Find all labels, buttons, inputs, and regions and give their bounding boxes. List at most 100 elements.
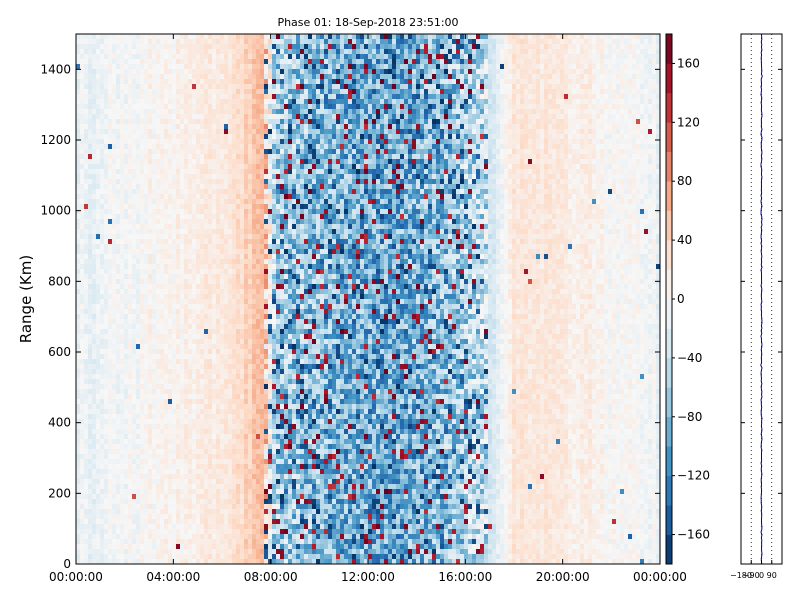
heatmap-cell xyxy=(124,334,129,340)
heatmap-cell xyxy=(224,174,229,180)
heatmap-cell xyxy=(228,389,233,395)
heatmap-cell xyxy=(200,244,205,250)
heatmap-cell xyxy=(148,124,153,130)
heatmap-cell xyxy=(156,119,161,125)
heatmap-cell xyxy=(260,314,265,320)
heatmap-cell xyxy=(108,164,113,170)
heatmap-cell xyxy=(232,284,237,290)
heatmap-cell xyxy=(212,429,217,435)
heatmap-cell xyxy=(224,519,229,525)
heatmap-cell xyxy=(112,544,117,550)
heatmap-cell xyxy=(172,504,177,510)
heatmap-cell xyxy=(200,319,205,325)
heatmap-cell xyxy=(172,69,177,75)
heatmap-cell xyxy=(168,114,173,120)
heatmap-cell xyxy=(196,434,201,440)
heatmap-cell xyxy=(192,39,197,45)
heatmap-cell xyxy=(204,319,209,325)
heatmap-cell xyxy=(84,244,89,250)
heatmap-cell xyxy=(244,304,249,310)
heatmap-cell xyxy=(140,194,145,200)
heatmap-cell xyxy=(232,459,237,465)
heatmap-cell xyxy=(264,84,269,90)
heatmap-cell xyxy=(248,209,253,215)
heatmap-cell xyxy=(256,189,261,195)
heatmap-cell xyxy=(80,329,85,335)
heatmap-cell xyxy=(236,169,241,175)
heatmap-cell xyxy=(120,174,125,180)
heatmap-cell xyxy=(140,394,145,400)
heatmap-cell xyxy=(244,409,249,415)
heatmap-cell xyxy=(140,144,145,150)
heatmap-cell xyxy=(168,159,173,165)
heatmap-cell xyxy=(124,469,129,475)
heatmap-cell xyxy=(120,44,125,50)
heatmap-cell xyxy=(128,514,133,520)
heatmap-cell xyxy=(232,84,237,90)
heatmap-cell xyxy=(208,329,213,335)
heatmap-cell xyxy=(96,404,101,410)
heatmap-cell xyxy=(132,269,137,275)
heatmap-cell xyxy=(96,139,101,145)
heatmap-cell xyxy=(144,519,149,525)
heatmap-cell xyxy=(80,144,85,150)
heatmap-cell xyxy=(156,534,161,540)
heatmap-cell xyxy=(192,314,197,320)
heatmap-cell xyxy=(92,484,97,490)
heatmap-cell xyxy=(184,454,189,460)
heatmap-cell xyxy=(76,184,81,190)
heatmap-cell xyxy=(76,464,81,470)
heatmap-cell xyxy=(220,149,225,155)
heatmap-cell xyxy=(204,344,209,350)
heatmap-cell xyxy=(164,394,169,400)
heatmap-cell xyxy=(200,149,205,155)
heatmap-cell xyxy=(208,184,213,190)
heatmap-cell xyxy=(128,304,133,310)
heatmap-cell xyxy=(228,34,233,40)
heatmap-cell xyxy=(252,49,257,55)
heatmap-cell xyxy=(208,259,213,265)
heatmap-cell xyxy=(176,409,181,415)
heatmap-cell xyxy=(232,164,237,170)
heatmap-cell xyxy=(168,304,173,310)
heatmap-cell xyxy=(148,334,153,340)
heatmap-cell xyxy=(124,544,129,550)
heatmap-cell xyxy=(216,269,221,275)
heatmap-cell xyxy=(208,229,213,235)
heatmap-cell xyxy=(232,154,237,160)
heatmap-cell xyxy=(188,289,193,295)
heatmap-cell xyxy=(160,504,165,510)
heatmap-cell xyxy=(132,69,137,75)
heatmap-cell xyxy=(136,169,141,175)
heatmap-cell xyxy=(104,169,109,175)
heatmap-cell xyxy=(84,159,89,165)
heatmap-cell xyxy=(232,414,237,420)
heatmap-cell xyxy=(220,64,225,70)
heatmap-cell xyxy=(80,464,85,470)
heatmap-cell xyxy=(140,354,145,360)
heatmap-cell xyxy=(124,404,129,410)
heatmap-cell xyxy=(92,544,97,550)
heatmap-cell xyxy=(132,289,137,295)
heatmap-cell xyxy=(196,469,201,475)
heatmap-cell xyxy=(144,384,149,390)
heatmap-cell xyxy=(192,554,197,560)
heatmap-cell xyxy=(188,559,193,565)
heatmap-cell xyxy=(92,249,97,255)
heatmap-cell xyxy=(180,194,185,200)
heatmap-cell xyxy=(128,494,133,500)
heatmap-cell xyxy=(208,129,213,135)
heatmap-cell xyxy=(80,299,85,305)
heatmap-cell xyxy=(188,474,193,480)
heatmap-cell xyxy=(160,159,165,165)
heatmap-cell xyxy=(76,209,81,215)
heatmap-cell xyxy=(132,339,137,345)
heatmap-cell xyxy=(164,144,169,150)
heatmap-cell xyxy=(104,214,109,220)
heatmap-cell xyxy=(252,364,257,370)
heatmap-cell xyxy=(84,474,89,480)
heatmap-cell xyxy=(232,504,237,510)
heatmap-cell xyxy=(120,349,125,355)
heatmap-cell xyxy=(184,219,189,225)
heatmap-cell xyxy=(84,229,89,235)
